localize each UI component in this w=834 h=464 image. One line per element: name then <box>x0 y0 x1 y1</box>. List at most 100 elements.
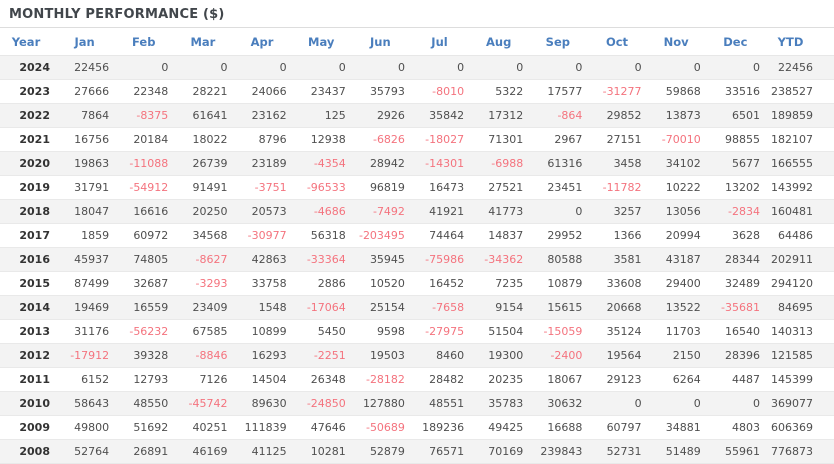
year-cell-2021: 2021 <box>0 127 58 152</box>
column-header-feb: Feb <box>117 28 177 56</box>
column-header-oct: Oct <box>590 28 650 56</box>
value-cell-2024-sep: 0 <box>531 55 591 80</box>
column-header-apr: Apr <box>235 28 295 56</box>
table-row-2014: 2014 19469 16559 23409 1548 -17064 25154 -7658 9… <box>0 295 834 320</box>
value-cell-2021-ytd: 182107 <box>768 127 834 152</box>
value-cell-2016-oct: 3581 <box>590 247 650 272</box>
table-row-2010: 2010 58643 48550 -45742 89630 -24850 127880 485… <box>0 391 834 416</box>
value-cell-2011-oct: 29123 <box>590 367 650 392</box>
column-header-ytd: YTD <box>768 28 834 56</box>
value-cell-2023-may: 23437 <box>294 79 354 104</box>
value-cell-2013-feb: -56232 <box>117 319 177 344</box>
value-cell-2012-feb: 39328 <box>117 343 177 368</box>
value-cell-2008-nov: 51489 <box>649 439 709 464</box>
value-cell-2022-oct: 29852 <box>590 103 650 128</box>
year-cell-2015: 2015 <box>0 271 58 296</box>
value-cell-2011-feb: 12793 <box>117 367 177 392</box>
value-cell-2015-jul: 16452 <box>412 271 473 296</box>
value-cell-2021-nov: -70010 <box>649 127 709 152</box>
value-cell-2018-may: -4686 <box>294 199 354 224</box>
value-cell-2008-dec: 55961 <box>708 439 768 464</box>
column-header-may: May <box>294 28 354 56</box>
value-cell-2015-sep: 10879 <box>531 271 591 296</box>
value-cell-2008-oct: 52731 <box>590 439 650 464</box>
value-cell-2015-ytd: 294120 <box>768 271 834 296</box>
value-cell-2009-aug: 49425 <box>472 415 532 440</box>
value-cell-2023-ytd: 238527 <box>768 79 834 104</box>
column-header-aug: Aug <box>472 28 532 56</box>
table-row-2024: 2024 22456 0 0 0 0 0 0 0 0 0 0 0 22456 <box>0 55 834 80</box>
year-cell-2010: 2010 <box>0 391 58 416</box>
value-cell-2022-dec: 6501 <box>708 103 768 128</box>
value-cell-2013-apr: 10899 <box>235 319 295 344</box>
value-cell-2023-feb: 22348 <box>117 79 177 104</box>
value-cell-2024-jul: 0 <box>412 55 473 80</box>
value-cell-2018-jan: 18047 <box>58 199 118 224</box>
value-cell-2020-apr: 23189 <box>235 151 295 176</box>
year-cell-2016: 2016 <box>0 247 58 272</box>
year-cell-2013: 2013 <box>0 319 58 344</box>
value-cell-2016-jun: 35945 <box>353 247 413 272</box>
value-cell-2010-sep: 30632 <box>531 391 591 416</box>
value-cell-2011-jun: -28182 <box>353 367 413 392</box>
value-cell-2014-jan: 19469 <box>58 295 118 320</box>
column-header-nov: Nov <box>649 28 709 56</box>
value-cell-2011-may: 26348 <box>294 367 354 392</box>
value-cell-2017-sep: 29952 <box>531 223 591 248</box>
value-cell-2012-apr: 16293 <box>235 343 295 368</box>
year-cell-2011: 2011 <box>0 367 58 392</box>
value-cell-2022-aug: 17312 <box>472 103 532 128</box>
value-cell-2018-oct: 3257 <box>590 199 650 224</box>
value-cell-2016-jan: 45937 <box>58 247 118 272</box>
value-cell-2012-dec: 28396 <box>708 343 768 368</box>
value-cell-2009-nov: 34881 <box>649 415 709 440</box>
value-cell-2015-jun: 10520 <box>353 271 413 296</box>
value-cell-2016-apr: 42863 <box>235 247 295 272</box>
value-cell-2022-may: 125 <box>294 103 354 128</box>
table-row-2017: 2017 1859 60972 34568 -30977 56318 -203495 7446… <box>0 223 834 248</box>
value-cell-2012-mar: -8846 <box>176 343 236 368</box>
column-header-jun: Jun <box>353 28 413 56</box>
value-cell-2012-ytd: 121585 <box>768 343 834 368</box>
table-row-2022: 2022 7864 -8375 61641 23162 125 2926 35842 17312… <box>0 103 834 128</box>
value-cell-2020-feb: -11088 <box>117 151 177 176</box>
value-cell-2014-jul: -7658 <box>412 295 473 320</box>
value-cell-2024-feb: 0 <box>117 55 177 80</box>
value-cell-2015-mar: -3293 <box>176 271 236 296</box>
value-cell-2023-dec: 33516 <box>708 79 768 104</box>
value-cell-2019-feb: -54912 <box>117 175 177 200</box>
value-cell-2008-jul: 76571 <box>412 439 473 464</box>
value-cell-2008-jun: 52879 <box>353 439 413 464</box>
value-cell-2010-nov: 0 <box>649 391 709 416</box>
value-cell-2016-ytd: 202911 <box>768 247 834 272</box>
value-cell-2013-ytd: 140313 <box>768 319 834 344</box>
value-cell-2011-mar: 7126 <box>176 367 236 392</box>
value-cell-2010-jan: 58643 <box>58 391 118 416</box>
value-cell-2022-apr: 23162 <box>235 103 295 128</box>
table-row-2021: 2021 16756 20184 18022 8796 12938 -6826 -18027 7… <box>0 127 834 152</box>
value-cell-2008-apr: 41125 <box>235 439 295 464</box>
table-row-2023: 2023 27666 22348 28221 24066 23437 35793 -8010 5… <box>0 79 834 104</box>
value-cell-2021-aug: 71301 <box>472 127 532 152</box>
value-cell-2010-jun: 127880 <box>353 391 413 416</box>
value-cell-2019-dec: 13202 <box>708 175 768 200</box>
value-cell-2011-apr: 14504 <box>235 367 295 392</box>
value-cell-2009-jan: 49800 <box>58 415 118 440</box>
value-cell-2017-jul: 74464 <box>412 223 473 248</box>
year-cell-2020: 2020 <box>0 151 58 176</box>
value-cell-2017-oct: 1366 <box>590 223 650 248</box>
value-cell-2021-oct: 27151 <box>590 127 650 152</box>
value-cell-2014-oct: 20668 <box>590 295 650 320</box>
monthly-performance-table: Year Jan Feb Mar Apr May Jun Jul Aug Sep Oct Nov Dec… <box>0 28 834 464</box>
value-cell-2014-ytd: 84695 <box>768 295 834 320</box>
value-cell-2017-jan: 1859 <box>58 223 118 248</box>
value-cell-2015-aug: 7235 <box>472 271 532 296</box>
value-cell-2012-jul: 8460 <box>412 343 473 368</box>
value-cell-2018-feb: 16616 <box>117 199 177 224</box>
value-cell-2018-ytd: 160481 <box>768 199 834 224</box>
year-cell-2023: 2023 <box>0 79 58 104</box>
value-cell-2013-jun: 9598 <box>353 319 413 344</box>
value-cell-2009-oct: 60797 <box>590 415 650 440</box>
value-cell-2013-jan: 31176 <box>58 319 118 344</box>
value-cell-2012-jun: 19503 <box>353 343 413 368</box>
